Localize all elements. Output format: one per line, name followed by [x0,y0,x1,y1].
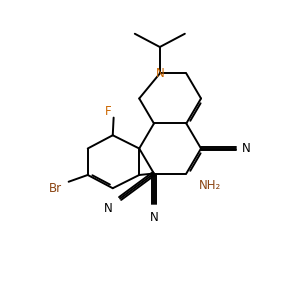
Text: N: N [156,67,164,80]
Text: F: F [105,105,112,118]
Text: N: N [104,202,113,215]
Text: NH₂: NH₂ [199,179,221,192]
Text: N: N [242,142,251,155]
Text: Br: Br [49,182,62,195]
Text: N: N [149,211,158,224]
